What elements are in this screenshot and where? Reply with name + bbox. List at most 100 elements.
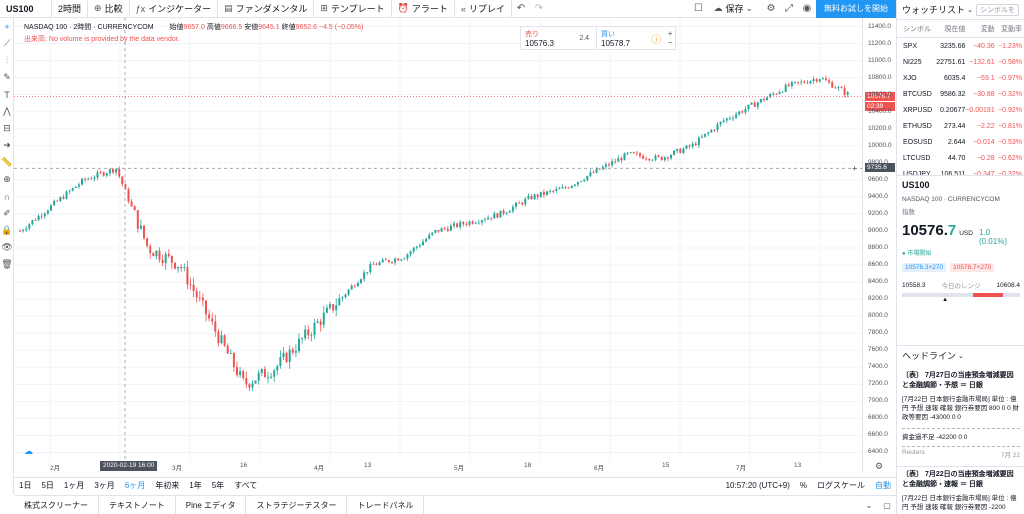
arrow-icon[interactable]: ➜ (3, 140, 11, 150)
watchlist-row[interactable]: NI225 22751.61 −132.61 −0.58% (897, 54, 1024, 70)
candle-body (812, 79, 815, 82)
time-tick-label: 16 (240, 462, 248, 469)
watchlist-title[interactable]: ウォッチリスト (902, 5, 966, 15)
candle-body (623, 153, 626, 161)
range-button[interactable]: 1年 (189, 481, 202, 490)
pattern-icon[interactable]: ⋀ (3, 106, 11, 116)
candle-body (155, 250, 158, 257)
crosshair-icon[interactable]: + (4, 21, 10, 32)
watchlist-row[interactable]: ETHUSD 273.44 −2.22 −0.81% (897, 118, 1024, 134)
candle-body (229, 353, 232, 354)
redo-icon[interactable]: ↷ (534, 3, 544, 14)
axis-settings-icon[interactable]: ⚙ (874, 461, 884, 471)
range-button[interactable]: 5年 (211, 481, 225, 490)
zoom-icon[interactable]: ⊕ (3, 174, 11, 184)
sell-button[interactable]: 売り 10576.3 (521, 27, 572, 49)
replay-button[interactable]: «リプレイ (455, 0, 512, 18)
price-axis[interactable]: 10576.7 02:39 9735.6 11400.0 11200.0 11000… (862, 18, 896, 472)
range-button[interactable]: 6ヶ月 (124, 481, 146, 490)
percent-toggle[interactable]: % (799, 481, 807, 490)
range-button[interactable]: 年初来 (155, 481, 180, 490)
pitchfork-icon[interactable]: ⫶ (5, 55, 9, 65)
info-icon[interactable]: ⓘ (651, 34, 662, 46)
clock-label[interactable]: 10:57:20 (UTC+9) (725, 481, 790, 490)
column-pct[interactable]: 変動率 (1001, 25, 1022, 33)
trendline-icon[interactable]: ⟋ (3, 38, 11, 48)
auto-scale-toggle[interactable]: 自動 (875, 481, 891, 490)
watchlist-row[interactable]: XJO 6035.4 −59.1 −0.97% (897, 70, 1024, 86)
news-item[interactable]: 〔表〕 7月22日の当座預金増減要因と金融調節・速報 ＝ 日銀 [7月22日 日… (897, 466, 1024, 514)
prediction-icon[interactable]: ⊟ (3, 123, 11, 133)
camera-icon[interactable]: ◉ (802, 3, 812, 14)
crosshair-plus-icon[interactable]: + (852, 163, 857, 173)
column-symbol[interactable]: シンボル (903, 25, 931, 33)
candle-body (319, 321, 322, 325)
details-symbol: US100 (902, 180, 930, 190)
pencil-lock-icon[interactable]: ✐ (3, 208, 11, 218)
time-axis[interactable]: 2020-02-19 16:00 2月 3月 16 4月 13 5月 18 6月 15 7月 13 (14, 461, 862, 472)
brush-icon[interactable]: ✎ (3, 72, 11, 82)
candle-body (620, 158, 623, 161)
undo-icon[interactable]: ↶ (516, 3, 526, 14)
candle-body (446, 228, 449, 231)
candle-body (657, 155, 660, 157)
chevron-down-icon[interactable]: ⌄ (958, 352, 964, 360)
range-button[interactable]: すべて (234, 481, 258, 490)
ruler-icon[interactable]: 📏 (1, 157, 13, 167)
price-tick-label: 10400.0 (868, 107, 892, 115)
candle-body (431, 232, 434, 235)
range-button[interactable]: 3ヶ月 (94, 481, 115, 490)
magnet-icon[interactable]: ∩ (3, 191, 11, 202)
watchlist-row[interactable]: USDJPY 106.511 −0.347 −0.32% (897, 166, 1024, 182)
price-chart[interactable]: + (14, 18, 862, 461)
lock-icon[interactable]: 🔒 (1, 225, 13, 235)
maximize-icon[interactable]: ▢ (883, 500, 891, 510)
log-scale-toggle[interactable]: ログスケール (817, 481, 865, 490)
start-trial-button[interactable]: 無料お試しを開始 (816, 0, 896, 18)
minus-icon[interactable]: − (667, 38, 673, 47)
news-item[interactable]: 〔表〕 7月27日の当座預金増減要因と金融調節・予想 ＝ 日銀 [7月22日 日… (897, 368, 1024, 425)
fullscreen-icon[interactable]: ⤢ (785, 3, 793, 14)
gear-icon[interactable]: ⚙ (766, 3, 776, 14)
add-symbol-button[interactable]: シンボルを (976, 3, 1019, 16)
indicators-label: インジケーター (148, 4, 212, 14)
news-item-tail[interactable]: 資金過不足 -42200 0 0 Reuters 7月 22 (897, 430, 1024, 462)
headlines-title[interactable]: ヘッドライン (902, 351, 957, 361)
indicators-button[interactable]: ƒx インジケーター (130, 0, 219, 18)
layout-icon[interactable]: ☐ (693, 3, 703, 14)
watchlist-row[interactable]: SPX 3235.66 −40.36 −1.23% (897, 38, 1024, 54)
bottom-tab[interactable]: Pine エディタ (176, 495, 247, 514)
bottom-tab[interactable]: テキストノート (99, 495, 176, 514)
chevron-down-icon[interactable]: ⌄ (967, 6, 973, 14)
range-button[interactable]: 5日 (41, 481, 54, 490)
text-icon[interactable]: T (4, 89, 10, 100)
save-button[interactable]: ☁ 保存 ⌄ (707, 0, 762, 18)
alert-button[interactable]: ⏰ アラート (392, 0, 455, 18)
templates-button[interactable]: ⊞ テンプレート (314, 0, 392, 18)
chevron-down-icon[interactable]: ⌄ (865, 500, 873, 510)
watchlist-row[interactable]: EOSUSD 2.644 −0.014 −0.53% (897, 134, 1024, 150)
trash-icon[interactable]: 🗑 (1, 259, 13, 269)
range-button[interactable]: 1ヶ月 (63, 481, 85, 490)
column-last[interactable]: 現在値 (944, 25, 966, 33)
compare-button[interactable]: ⊕ 比較 (88, 0, 130, 18)
watchlist-row[interactable]: LTCUSD 44.70 −0.28 −0.62% (897, 150, 1024, 166)
column-change[interactable]: 変動 (980, 25, 995, 33)
range-button[interactable]: 1日 (19, 481, 32, 490)
eye-icon[interactable]: 👁 (1, 242, 13, 252)
watchlist-row[interactable]: XRPUSD 0.20677 −0.00191 −0.92% (897, 102, 1024, 118)
fundamentals-button[interactable]: ▤ ファンダメンタル (218, 0, 315, 18)
candle-body (294, 351, 297, 353)
buy-button[interactable]: 買い 10578.7 (596, 27, 647, 49)
bottom-tab[interactable]: トレードパネル (347, 495, 425, 514)
chart-canvas[interactable]: + NASDAQ 100 · 2時間 · CURRENCYCOM 始値9657.… (14, 18, 862, 472)
candle-body (208, 314, 211, 319)
candle-body (409, 251, 412, 255)
watchlist-row[interactable]: BTCUSD 9586.32 −30.88 −0.32% (897, 86, 1024, 102)
plus-icon[interactable]: + (667, 29, 673, 38)
interval-button[interactable]: 2時間 (52, 0, 89, 18)
bottom-tab[interactable]: 株式スクリーナー (14, 495, 99, 514)
quantity-stepper[interactable]: + − (665, 27, 675, 49)
bottom-tab[interactable]: ストラテジーテスター (246, 495, 348, 514)
symbol-search-button[interactable]: US100 (0, 0, 52, 18)
